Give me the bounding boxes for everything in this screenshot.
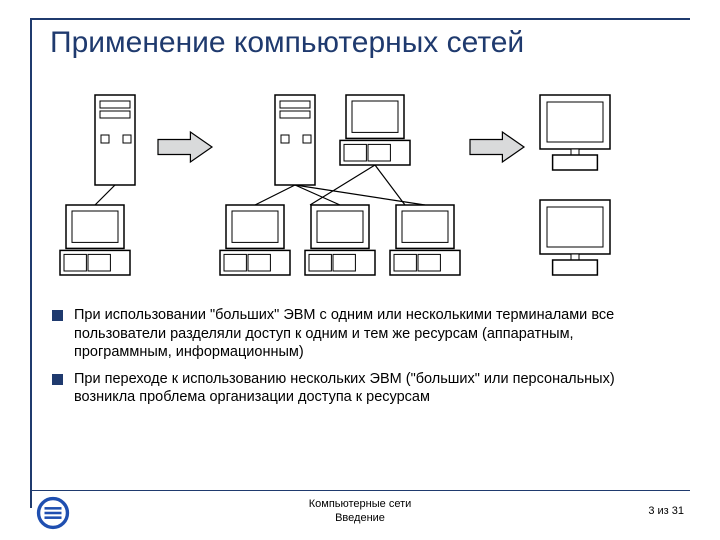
frame-top-border xyxy=(30,18,690,20)
slide-footer: Компьютерные сети Введение 3 из 31 xyxy=(30,490,690,530)
frame-left-border xyxy=(30,18,32,508)
footer-center: Компьютерные сети Введение xyxy=(30,497,690,526)
slide-title: Применение компьютерных сетей xyxy=(50,26,524,60)
bullet-item: При использовании "больших" ЭВМ с одним … xyxy=(52,306,672,362)
footer-page-number: 3 из 31 xyxy=(648,505,684,517)
footer-line2: Введение xyxy=(30,511,690,525)
network-diagram xyxy=(50,90,660,290)
bullet-item: При переходе к использованию нескольких … xyxy=(52,370,672,407)
footer-line1: Компьютерные сети xyxy=(30,497,690,511)
bullet-list: При использовании "больших" ЭВМ с одним … xyxy=(52,306,672,415)
